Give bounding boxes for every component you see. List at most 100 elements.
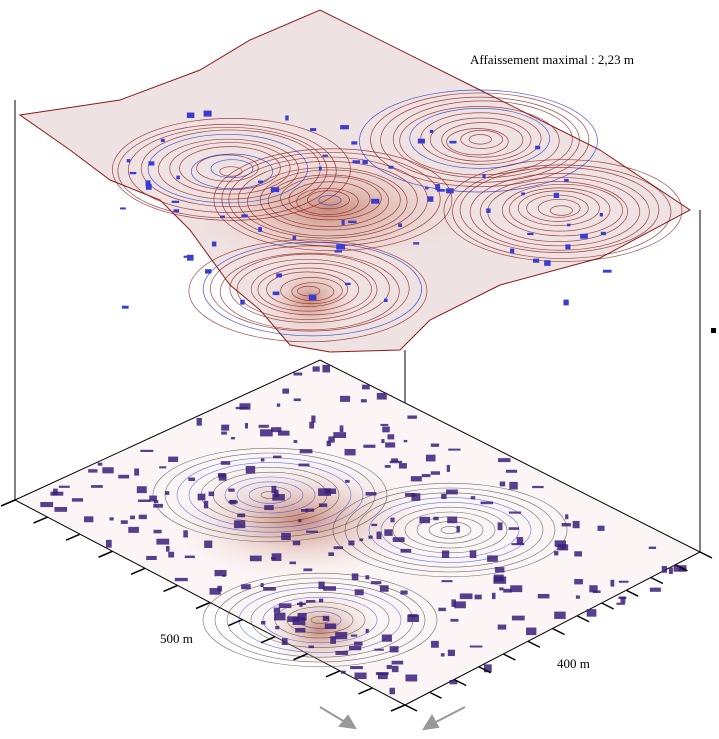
building <box>250 556 262 562</box>
building <box>616 603 624 605</box>
building <box>371 581 381 584</box>
building <box>649 547 656 549</box>
building <box>500 482 505 487</box>
building <box>264 505 274 510</box>
tick <box>131 568 145 574</box>
building <box>517 537 524 544</box>
building <box>271 187 279 192</box>
building <box>198 494 206 501</box>
building <box>381 424 389 426</box>
building <box>221 425 229 431</box>
building <box>183 530 188 537</box>
building <box>405 675 417 682</box>
building <box>259 425 269 428</box>
building <box>239 403 250 409</box>
building <box>293 373 302 376</box>
building <box>438 608 446 611</box>
building <box>341 671 346 674</box>
building <box>351 141 357 144</box>
building <box>245 423 248 428</box>
building <box>215 570 227 576</box>
building <box>174 209 180 212</box>
building <box>471 496 475 499</box>
building <box>371 524 377 526</box>
building <box>619 581 629 583</box>
building <box>323 616 330 621</box>
building <box>298 464 309 467</box>
page: Affaissement maximal : 2,23 m 500 m 400 … <box>0 0 719 739</box>
building <box>377 393 387 400</box>
building <box>311 416 315 423</box>
building <box>127 159 131 162</box>
building <box>279 603 292 608</box>
building <box>610 580 614 587</box>
building <box>310 128 316 131</box>
building <box>342 220 345 225</box>
building <box>441 494 446 499</box>
building <box>204 541 212 548</box>
tick <box>405 705 417 711</box>
building <box>498 522 503 530</box>
building <box>246 466 255 474</box>
building <box>258 181 263 184</box>
building <box>130 516 135 520</box>
building <box>447 517 457 524</box>
building <box>50 492 63 496</box>
building <box>425 187 429 190</box>
building <box>495 567 505 572</box>
building <box>185 556 195 558</box>
building <box>345 480 350 483</box>
building <box>506 470 517 473</box>
building <box>527 233 533 235</box>
building <box>554 612 566 619</box>
building <box>40 502 53 507</box>
building <box>532 486 543 488</box>
building <box>600 213 603 217</box>
building <box>390 688 395 695</box>
building <box>293 236 297 240</box>
building <box>318 488 331 496</box>
building <box>418 139 425 144</box>
building <box>428 196 434 201</box>
building <box>426 455 436 462</box>
building <box>260 429 273 436</box>
building <box>336 244 345 249</box>
building <box>102 467 113 473</box>
building <box>301 509 308 512</box>
building <box>448 650 455 656</box>
building <box>662 566 667 573</box>
tick <box>430 692 442 698</box>
building <box>258 227 262 232</box>
building <box>121 520 128 524</box>
building <box>388 166 393 169</box>
building <box>390 518 394 523</box>
building <box>448 449 460 451</box>
building <box>362 160 367 164</box>
building <box>140 450 153 452</box>
building <box>277 403 280 406</box>
building <box>159 466 166 468</box>
building <box>59 486 70 488</box>
building <box>274 490 278 497</box>
building <box>340 396 350 402</box>
tick <box>1 500 15 506</box>
building <box>354 642 363 646</box>
building <box>371 199 379 204</box>
building <box>149 496 157 502</box>
building <box>166 546 170 552</box>
building <box>352 573 359 580</box>
building <box>300 449 313 453</box>
building <box>148 161 154 165</box>
building <box>334 546 343 549</box>
building <box>298 519 301 522</box>
building <box>487 555 498 561</box>
tick <box>528 641 540 647</box>
building <box>145 180 150 186</box>
tick <box>66 534 80 540</box>
building <box>431 641 439 648</box>
building <box>587 609 597 617</box>
building <box>165 491 169 495</box>
building <box>407 415 416 418</box>
building <box>172 201 180 203</box>
building <box>564 179 568 182</box>
